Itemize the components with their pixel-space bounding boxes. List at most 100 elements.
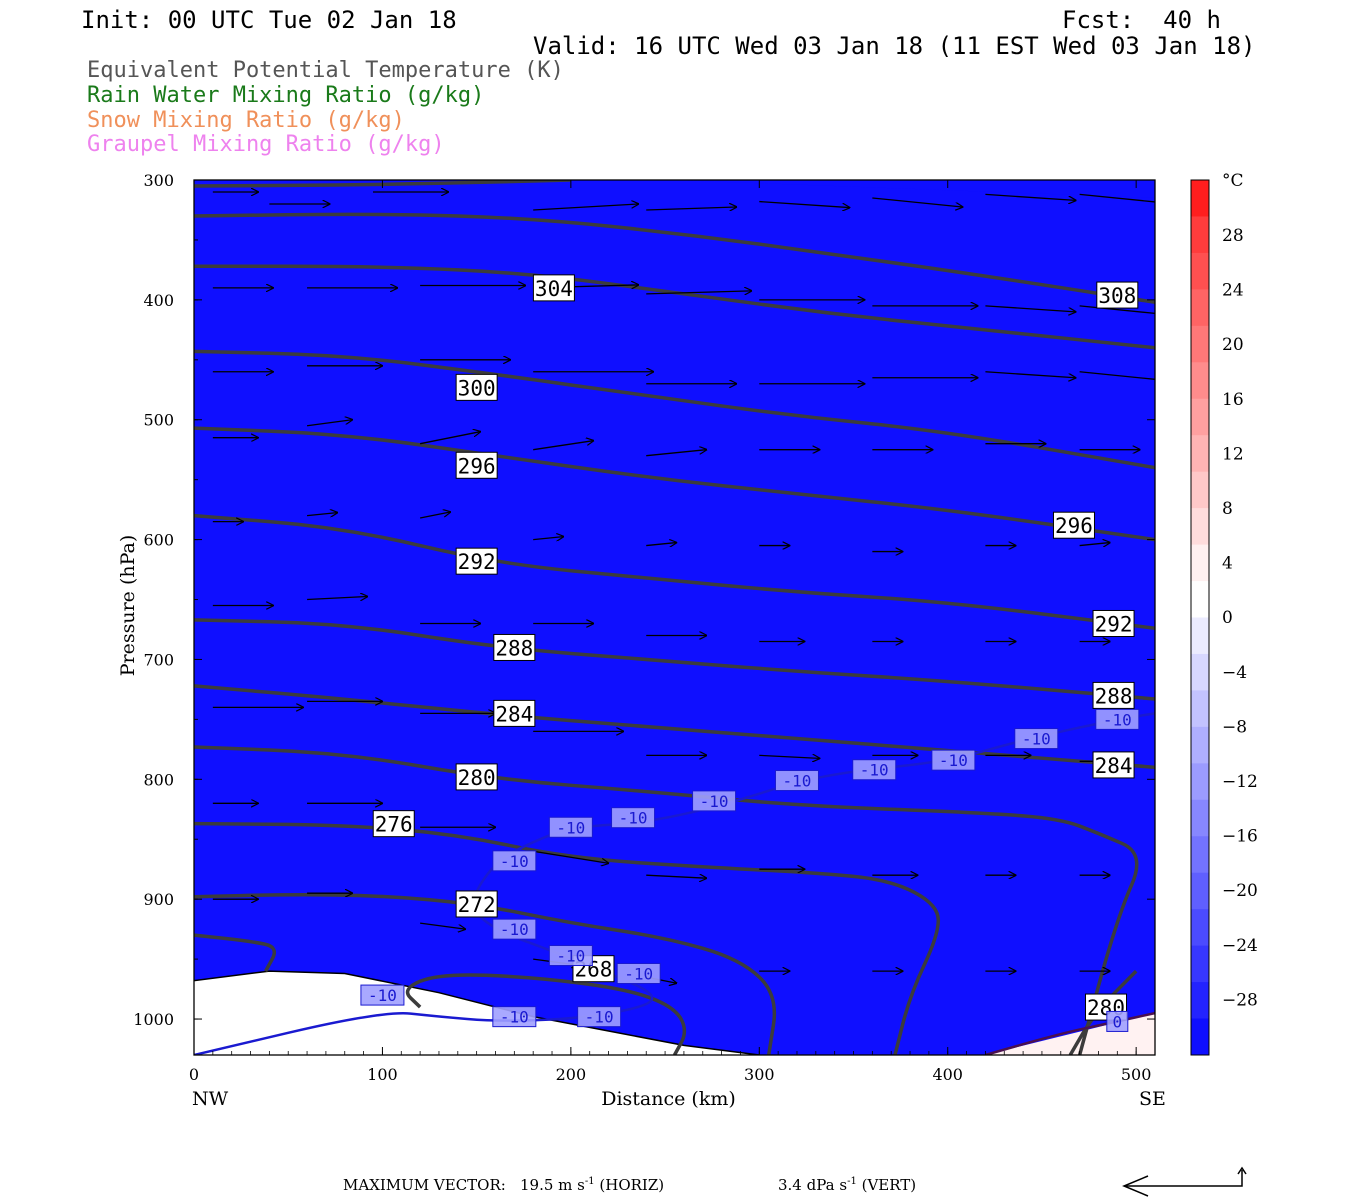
temperature-label-box [611,807,656,829]
colorbar-segment [1191,799,1209,837]
wind-vector [646,207,736,210]
colorbar-segment [1191,216,1209,254]
colorbar-segment [1191,581,1209,618]
x-tick-label: 200 [556,1065,587,1084]
theta-e-contour [194,513,1155,631]
theta-e-label: 308 [1098,284,1136,308]
theta-e-contour [194,745,1139,1055]
theta-e-contour [194,893,777,1055]
legend-theta-e: Equivalent Potential Temperature (K) [87,58,564,83]
temperature-label-box [492,1006,537,1028]
temperature-label: -10 [700,792,729,811]
temperature-label-box [774,770,819,792]
colorbar-segment [1191,617,1209,655]
x-tick-label: 500 [1121,1065,1152,1084]
temperature-label-box [1095,708,1140,730]
y-tick-label: 900 [143,890,174,909]
colorbar-label: −28 [1222,990,1258,1010]
theta-e-label-box [1092,681,1135,709]
wind-vector [533,441,593,451]
colorbar-segment [1191,544,1209,582]
colorbar-label: 24 [1222,281,1244,301]
axes: 300 400 500 600 700 800 900 1000 0 100 200 300 400 50… [117,171,1166,1110]
colorbar-segment [1191,1018,1209,1056]
theta-e-label-box [1096,281,1139,309]
colorbar-label: 16 [1222,390,1244,410]
theta-e-label-box [1052,511,1095,539]
colorbar-segment [1191,362,1209,400]
colorbar-label: −20 [1222,881,1258,901]
theta-e-label: 288 [495,636,533,660]
theta-e-label-box [455,547,498,575]
x-tick-label: 300 [744,1065,775,1084]
colorbar-label: 8 [1222,499,1233,519]
temperature-label: -10 [500,1008,529,1027]
wind-vector [985,305,1075,312]
wind-vector [646,450,706,457]
terrain-fill [194,971,760,1055]
colorbar-segment [1191,909,1209,947]
theta-e-label: 280 [458,766,496,790]
theta-e-label: 284 [495,702,533,726]
colorbar-segment [1191,726,1209,764]
temperature-label: -10 [860,761,889,780]
theta-e-label: 272 [458,893,496,917]
reference-arrow-line [1126,1170,1243,1187]
contour-labels: 304 3083002962962922922882882842842802802… [360,274,1140,1032]
temperature-label: -10 [1103,710,1132,729]
theta-e-label-box [455,763,498,791]
colorbar-segment [1191,653,1209,691]
wind-vector [1079,543,1110,546]
temperature-label: -10 [500,920,529,939]
x-tick-label: 0 [189,1065,199,1084]
theta-e-contour [194,426,1155,542]
temperature-label: -10 [556,947,585,966]
max-vector-horiz: 19.5 m s-1 (HORIZ) [520,1176,665,1194]
colorbar-label: −4 [1222,663,1247,683]
wind-vector [533,537,563,540]
theta-e-label-box [493,699,536,727]
colorbar-segment [1191,252,1209,290]
reference-arrow-vert-head [1237,1166,1247,1175]
wind-vector [872,197,962,207]
theta-e-label-box [532,274,575,302]
temperature-contour [985,1011,1155,1055]
theta-e-label: 276 [375,813,413,837]
theta-e-label-box [455,451,498,479]
colorbar-label: −24 [1222,936,1258,956]
temperature-label-box [616,962,661,984]
theta-e-label-box [493,633,536,661]
temperature-label: -10 [619,809,648,828]
temperature-label: -10 [1022,730,1051,749]
valid-time: Valid: 16 UTC Wed 03 Jan 18 (11 EST Wed … [533,32,1256,60]
temperature-label-box [492,850,537,872]
temperature-label-box [360,984,405,1006]
theta-e-contour [194,618,1155,701]
temperature-label-box [492,918,537,940]
colorbar-segment [1191,471,1209,509]
temperature-label-box [1106,1010,1129,1032]
reference-arrow-head [1122,1175,1149,1197]
reference-vector-arrow [1122,1166,1247,1197]
legend-rain: Rain Water Mixing Ratio (g/kg) [87,83,485,108]
terrain-mask [194,970,760,1055]
y-tick-label: 500 [143,411,174,430]
max-vector-vert: 3.4 dPa s-1 (VERT) [778,1176,917,1194]
colorbar-label: 28 [1222,226,1244,246]
x-end-label-right: SE [1139,1088,1166,1110]
theta-e-label-box [455,890,498,918]
wind-vector [533,850,608,863]
theta-e-label: 304 [535,277,573,301]
temperature-shading [194,180,1155,1055]
temperature-label: -10 [556,818,585,837]
y-tick-label: 400 [143,291,174,310]
wind-vector [646,875,706,878]
theta-e-label: 296 [458,454,496,478]
theta-e-label-box [1092,609,1135,637]
terrain-line [194,970,760,1055]
temperature-label-box [852,759,897,781]
theta-e-label: 292 [1095,612,1133,636]
colorbar: °C 28 24 20 16 12 8 4 0 −4 −8 −12 −16 −20 −24 −28 [1190,171,1258,1056]
colorbar-segment [1191,872,1209,910]
colorbar-label: −12 [1222,772,1258,792]
